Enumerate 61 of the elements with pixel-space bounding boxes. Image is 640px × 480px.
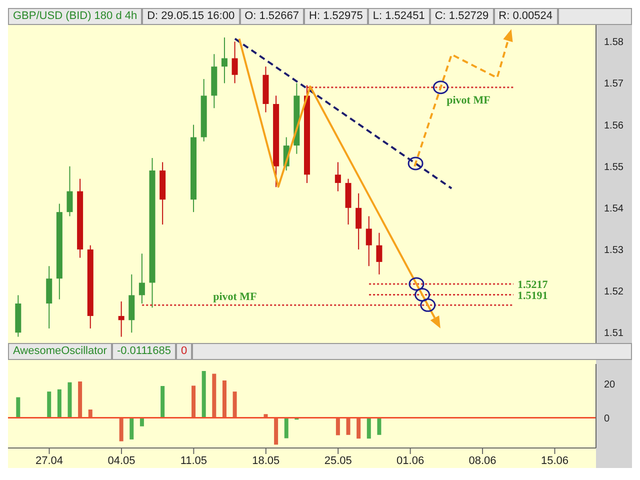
- bar: [160, 386, 165, 418]
- y-tick-label: 1.58: [604, 37, 624, 48]
- candlestick: [356, 192, 362, 250]
- bar: [377, 418, 382, 435]
- candlestick: [376, 232, 382, 275]
- candlestick: [118, 300, 124, 338]
- x-tick-label: 27.04: [36, 454, 64, 467]
- x-tick-label: 11.05: [180, 454, 208, 467]
- bar: [47, 392, 52, 418]
- bar: [274, 418, 278, 445]
- y-tick-label: 1.55: [604, 162, 624, 173]
- series-label: pivot MF: [213, 291, 258, 304]
- bar: [119, 418, 124, 442]
- text: H: 1.52975: [304, 8, 368, 25]
- text: L: 1.52451: [368, 8, 430, 25]
- text: C: 1.52729: [430, 8, 494, 25]
- bar: [232, 392, 237, 418]
- y-tick-label: 1.53: [604, 245, 624, 256]
- bar: [68, 382, 72, 418]
- bar: [336, 418, 340, 436]
- candlestick: [366, 216, 372, 267]
- x-tick-label: 18.05: [252, 454, 280, 467]
- bar: [284, 418, 288, 438]
- y-tick-label: 1.54: [604, 203, 624, 214]
- bar: [222, 380, 226, 418]
- bar: [356, 418, 361, 439]
- chart-title: AwesomeOscillator: [8, 343, 112, 360]
- bar: [78, 381, 82, 418]
- text: O: 1.52667: [240, 8, 304, 25]
- y-tick-label: 20: [604, 380, 616, 391]
- x-tick-label: 15.06: [540, 454, 568, 467]
- x-tick-label: 01.06: [396, 454, 424, 467]
- bar: [57, 389, 62, 418]
- bar: [192, 386, 196, 418]
- candlestick: [138, 253, 145, 304]
- candlestick: [232, 41, 238, 84]
- text: R: 0.00524: [494, 8, 558, 25]
- x-tick-label: 04.05: [108, 454, 136, 467]
- x-tick-label: 08.06: [468, 454, 496, 467]
- y-tick-label: 1.56: [604, 120, 624, 132]
- y-tick-label: 1.51: [604, 328, 624, 340]
- series-label: pivot MF: [446, 94, 491, 106]
- y-tick-label: 1.57: [604, 78, 624, 90]
- bar: [212, 374, 216, 418]
- bar: [130, 418, 134, 440]
- bar: [366, 418, 371, 439]
- series-label: 1.5191: [517, 290, 548, 302]
- y-tick-label: 0: [604, 413, 610, 424]
- y-tick-label: 1.52: [604, 286, 624, 298]
- bar: [346, 418, 350, 435]
- text: -0.0111685: [112, 343, 176, 360]
- chart-title: GBP/USD (BID) 180 d 4h: [8, 8, 142, 25]
- x-tick-label: 25.05: [324, 454, 352, 467]
- series-label: 1.5217: [517, 278, 548, 291]
- candlestick: [334, 162, 341, 192]
- bar: [16, 397, 20, 418]
- candlestick: [66, 166, 73, 217]
- bar: [202, 371, 206, 418]
- text: D: 29.05.15 16:00: [142, 8, 240, 25]
- candlestick: [221, 36, 228, 84]
- text: 0: [176, 343, 192, 360]
